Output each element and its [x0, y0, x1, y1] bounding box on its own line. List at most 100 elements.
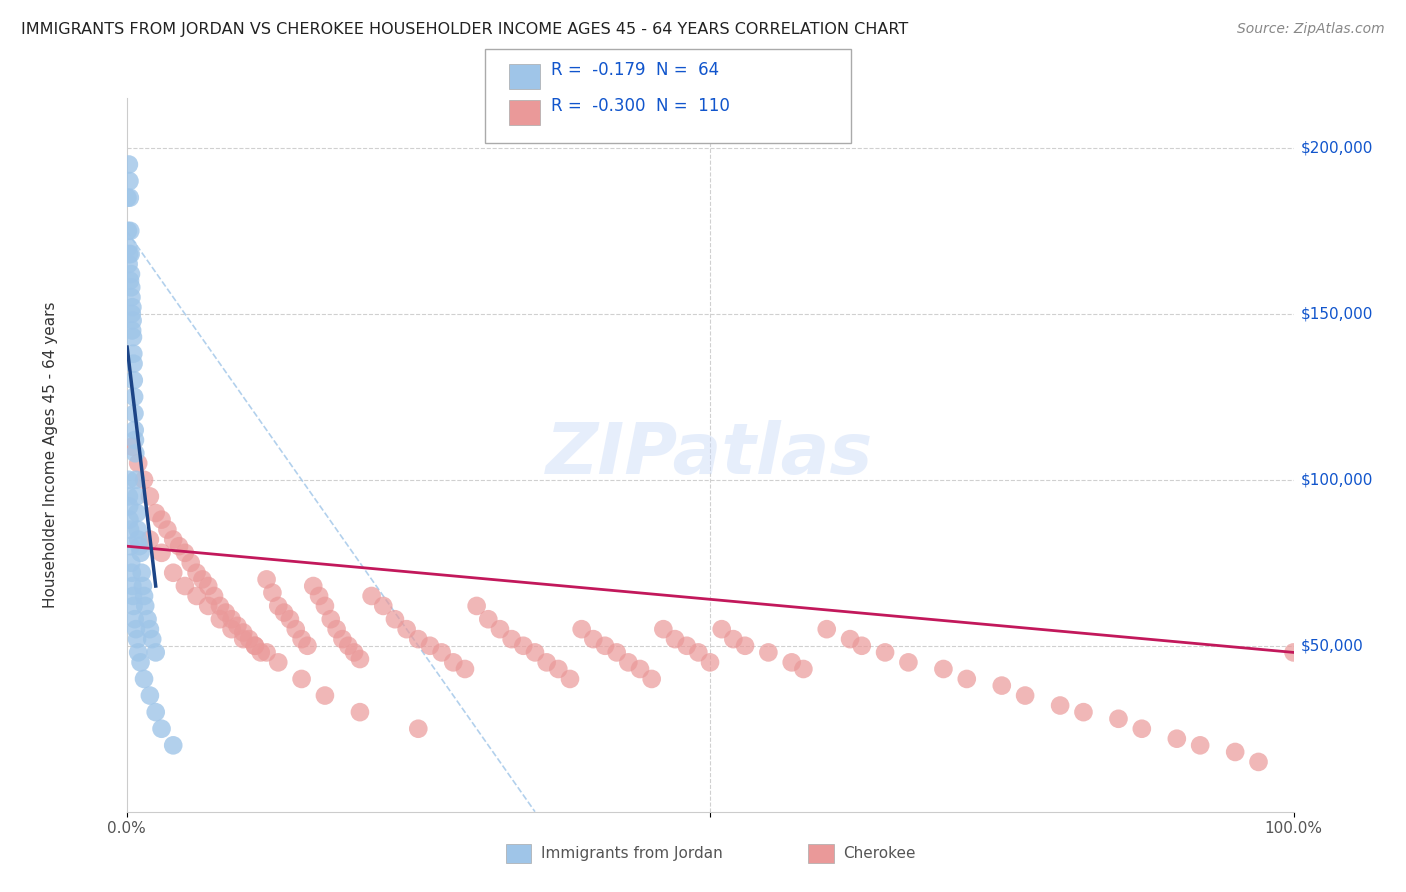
- Point: [956, 672, 979, 686]
- Point: [118, 490, 141, 504]
- Point: [118, 157, 141, 171]
- Point: [710, 622, 733, 636]
- Text: $200,000: $200,000: [1301, 140, 1372, 155]
- Point: [238, 632, 260, 647]
- Point: [134, 599, 156, 613]
- Point: [454, 662, 477, 676]
- Text: Householder Income Ages 45 - 64 years: Householder Income Ages 45 - 64 years: [44, 301, 58, 608]
- Point: [145, 705, 167, 719]
- Point: [297, 639, 319, 653]
- Point: [640, 672, 664, 686]
- Point: [122, 589, 145, 603]
- Point: [162, 533, 184, 547]
- Point: [118, 523, 141, 537]
- Text: Cherokee: Cherokee: [844, 847, 917, 861]
- Point: [780, 656, 803, 670]
- Point: [477, 612, 499, 626]
- Point: [815, 622, 838, 636]
- Point: [221, 612, 243, 626]
- Point: [688, 645, 710, 659]
- Point: [617, 656, 640, 670]
- Point: [1282, 645, 1305, 659]
- Point: [162, 739, 184, 753]
- Point: [208, 612, 231, 626]
- Point: [1049, 698, 1071, 713]
- Point: [132, 473, 155, 487]
- Point: [571, 622, 593, 636]
- Point: [839, 632, 862, 647]
- Point: [536, 656, 558, 670]
- Point: [124, 612, 146, 626]
- Point: [120, 280, 142, 294]
- Point: [349, 652, 371, 666]
- Point: [122, 347, 145, 361]
- Point: [197, 599, 219, 613]
- Point: [256, 645, 278, 659]
- Point: [186, 566, 208, 580]
- Point: [118, 274, 141, 288]
- Point: [139, 622, 162, 636]
- Point: [117, 240, 139, 254]
- Point: [118, 500, 141, 514]
- Point: [162, 566, 184, 580]
- Point: [990, 679, 1012, 693]
- Point: [851, 639, 873, 653]
- Point: [150, 546, 173, 560]
- Point: [121, 440, 143, 454]
- Point: [699, 656, 721, 670]
- Point: [349, 705, 371, 719]
- Point: [129, 546, 152, 560]
- Point: [249, 645, 271, 659]
- Point: [180, 556, 202, 570]
- Point: [302, 579, 325, 593]
- Point: [132, 672, 155, 686]
- Point: [115, 58, 138, 72]
- Text: $150,000: $150,000: [1301, 306, 1372, 321]
- Point: [675, 639, 697, 653]
- Point: [262, 585, 284, 599]
- Point: [150, 513, 173, 527]
- Point: [932, 662, 955, 676]
- Point: [202, 589, 225, 603]
- Point: [337, 639, 360, 653]
- Point: [1108, 712, 1130, 726]
- Point: [360, 589, 382, 603]
- Point: [284, 622, 307, 636]
- Point: [664, 632, 686, 647]
- Point: [524, 645, 547, 659]
- Point: [122, 373, 145, 387]
- Point: [156, 523, 179, 537]
- Point: [127, 533, 149, 547]
- Point: [117, 224, 139, 238]
- Point: [136, 612, 159, 626]
- Point: [1073, 705, 1095, 719]
- Point: [308, 589, 330, 603]
- Point: [512, 639, 534, 653]
- Point: [120, 224, 142, 238]
- Text: $100,000: $100,000: [1301, 472, 1372, 487]
- Point: [373, 599, 395, 613]
- Point: [139, 689, 162, 703]
- Point: [273, 606, 295, 620]
- Point: [121, 313, 143, 327]
- Point: [792, 662, 814, 676]
- Point: [124, 406, 146, 420]
- Point: [419, 639, 441, 653]
- Point: [314, 599, 336, 613]
- Point: [121, 300, 143, 314]
- Point: [120, 556, 142, 570]
- Point: [125, 622, 148, 636]
- Point: [120, 247, 142, 261]
- Point: [125, 473, 148, 487]
- Point: [343, 645, 366, 659]
- Point: [120, 290, 142, 304]
- Point: [243, 639, 266, 653]
- Point: [558, 672, 581, 686]
- Point: [131, 566, 153, 580]
- Point: [197, 579, 219, 593]
- Point: [1247, 755, 1270, 769]
- Point: [1130, 722, 1153, 736]
- Point: [408, 632, 430, 647]
- Point: [267, 599, 290, 613]
- Point: [319, 612, 342, 626]
